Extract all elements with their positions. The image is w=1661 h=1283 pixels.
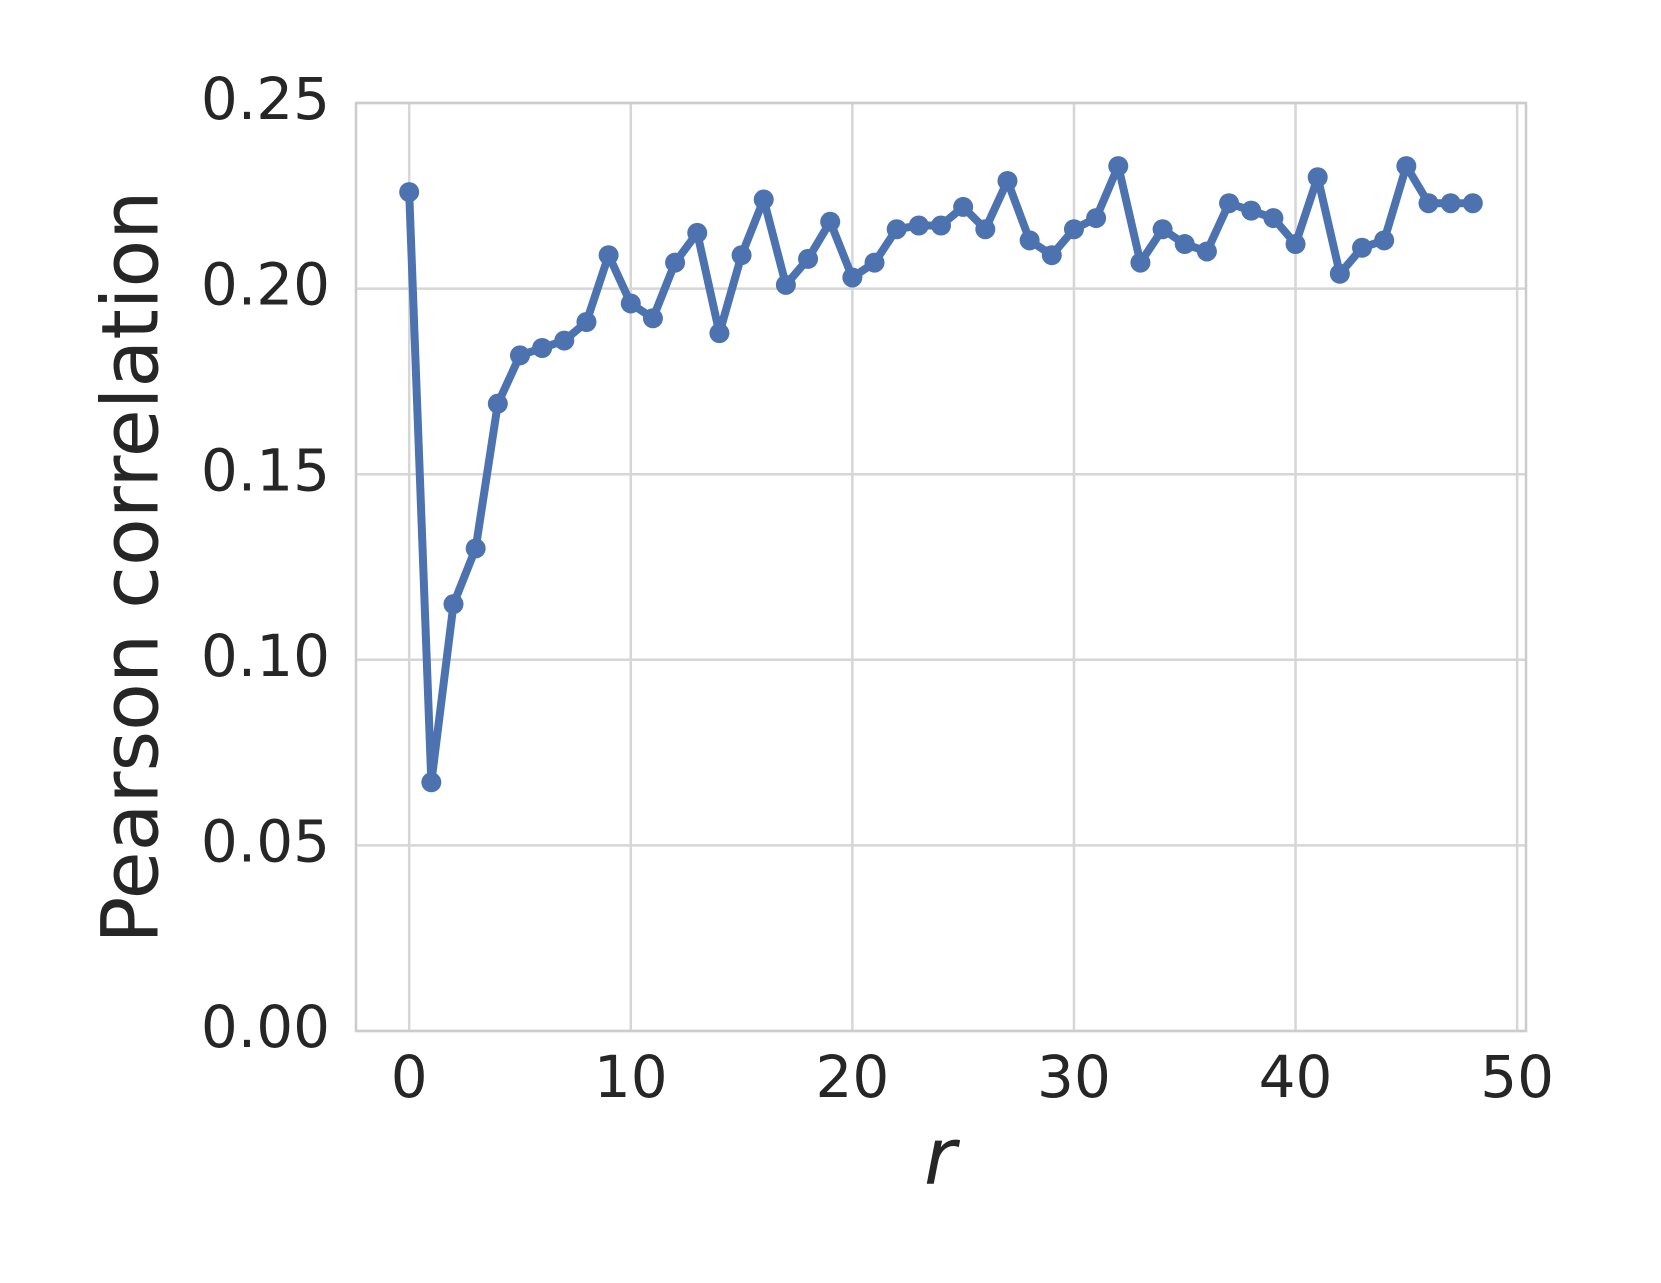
data-point (1174, 234, 1195, 255)
data-point (1130, 252, 1151, 273)
data-point (1108, 156, 1129, 177)
data-point (620, 293, 641, 314)
data-point (1307, 167, 1328, 188)
data-point (465, 538, 486, 559)
data-point (886, 219, 907, 240)
data-point (576, 312, 597, 333)
data-point (509, 345, 530, 366)
data-point (820, 211, 841, 232)
x-tick-label: 20 (815, 1043, 889, 1111)
y-tick-label: 0.00 (201, 993, 330, 1061)
data-point (642, 308, 663, 329)
data-point (1019, 230, 1040, 251)
data-point (908, 215, 929, 236)
data-point (1285, 234, 1306, 255)
y-tick-label: 0.25 (201, 65, 330, 133)
data-point (1196, 241, 1217, 262)
data-point (1374, 230, 1395, 251)
data-point (1440, 193, 1461, 214)
data-point (842, 267, 863, 288)
y-tick-label: 0.15 (201, 436, 330, 504)
data-point (598, 245, 619, 266)
data-point (687, 222, 708, 243)
x-tick-label: 10 (594, 1043, 668, 1111)
x-tick-label: 40 (1259, 1043, 1333, 1111)
data-point (997, 170, 1018, 191)
x-axis-label: r (924, 1112, 961, 1202)
data-point (532, 337, 553, 358)
data-point (931, 215, 951, 236)
data-point (399, 182, 420, 203)
data-point (665, 252, 686, 273)
y-tick-label: 0.10 (201, 622, 330, 690)
data-point (1219, 193, 1240, 214)
data-point (1462, 193, 1483, 214)
data-point (731, 245, 752, 266)
data-point (1263, 208, 1284, 229)
data-point (753, 189, 774, 210)
data-point (1063, 219, 1084, 240)
data-point (1329, 263, 1350, 284)
data-point (1041, 245, 1062, 266)
x-tick-label: 30 (1037, 1043, 1111, 1111)
data-point (709, 323, 730, 344)
data-point (1152, 219, 1173, 240)
data-point (864, 252, 885, 273)
data-point (554, 330, 575, 351)
data-point (975, 219, 996, 240)
y-axis-label: Pearson correlation (86, 190, 176, 943)
data-point (487, 393, 508, 414)
data-point (775, 274, 796, 295)
data-point (443, 594, 464, 615)
y-tick-label: 0.05 (201, 808, 330, 876)
y-tick-label: 0.20 (201, 251, 330, 319)
data-point (1086, 208, 1107, 229)
x-tick-label: 50 (1480, 1043, 1554, 1111)
plot-frame (354, 101, 1528, 1033)
data-point (1396, 156, 1417, 177)
data-point (421, 772, 442, 793)
data-point (1241, 200, 1262, 221)
data-point (1352, 237, 1373, 258)
data-point (953, 196, 974, 217)
x-tick-label: 0 (391, 1043, 428, 1111)
data-point (798, 248, 819, 269)
data-point (1418, 193, 1439, 214)
